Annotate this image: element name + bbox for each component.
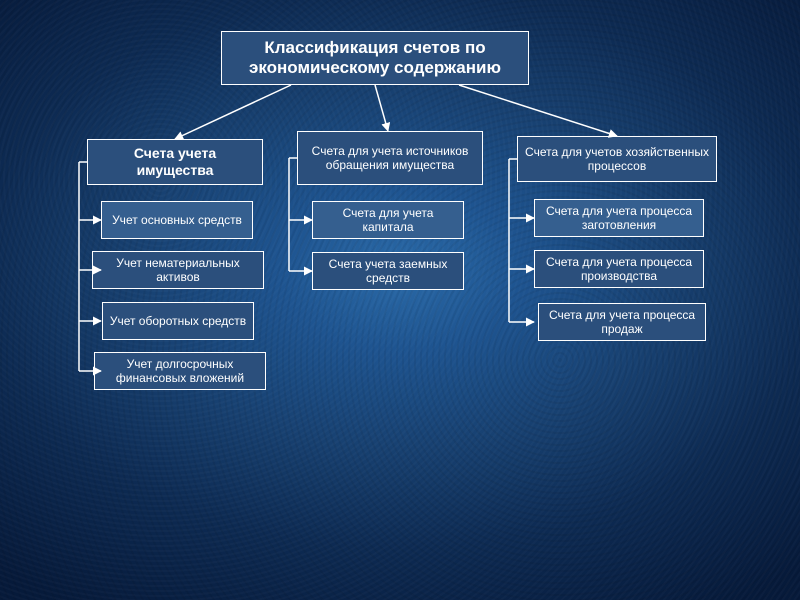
child-box-col1-1: Учет нематериальных активов bbox=[92, 251, 264, 289]
child-box-col3-2: Счета для учета процесса продаж bbox=[538, 303, 706, 341]
child-box-col2-1: Счета учета заемных средств bbox=[312, 252, 464, 290]
branch-head-col3: Счета для учетов хозяйственных процессов bbox=[517, 136, 717, 182]
child-box-col3-0: Счета для учета процесса заготовления bbox=[534, 199, 704, 237]
child-box-col3-1: Счета для учета процесса производства bbox=[534, 250, 704, 288]
connectors-layer bbox=[0, 0, 800, 600]
branch-head-col1: Счета учета имущества bbox=[87, 139, 263, 185]
child-box-col1-2: Учет оборотных средств bbox=[102, 302, 254, 340]
branch-head-col2: Счета для учета источников обращения иму… bbox=[297, 131, 483, 185]
child-box-col1-3: Учет долгосрочных финансовых вложений bbox=[94, 352, 266, 390]
child-box-col2-0: Счета для учета капитала bbox=[312, 201, 464, 239]
child-box-col1-0: Учет основных средств bbox=[101, 201, 253, 239]
root-box: Классификация счетов по экономическому с… bbox=[221, 31, 529, 85]
